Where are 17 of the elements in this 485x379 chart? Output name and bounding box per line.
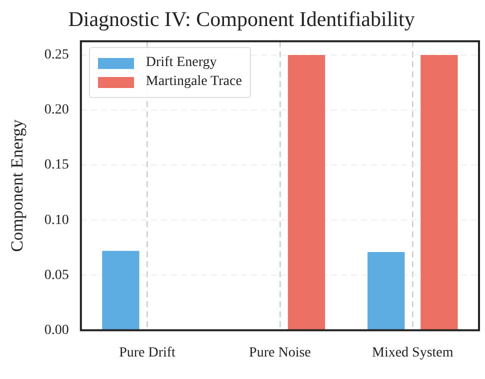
y-tick-label: 0.25 [44, 48, 69, 63]
chart-title: Diagnostic IV: Component Identifiability [68, 7, 416, 32]
y-tick-label: 0.00 [44, 322, 69, 338]
bar [420, 54, 458, 330]
bar [368, 252, 405, 330]
bar [288, 54, 326, 330]
x-tick-label: Mixed System [372, 345, 454, 360]
x-tick-label: Pure Noise [249, 345, 311, 360]
legend-label: Drift Energy [146, 55, 217, 72]
y-axis-title: Component Energy [8, 119, 27, 252]
bar [102, 250, 140, 330]
y-tick-label: 0.10 [44, 212, 69, 228]
y-tick-label: 0.15 [44, 158, 69, 173]
x-tick-label: Pure Drift [119, 345, 176, 360]
legend-label: Martingale Trace [146, 74, 242, 90]
y-tick-label: 0.05 [44, 268, 69, 283]
y-tick-label: 0.20 [44, 102, 69, 118]
